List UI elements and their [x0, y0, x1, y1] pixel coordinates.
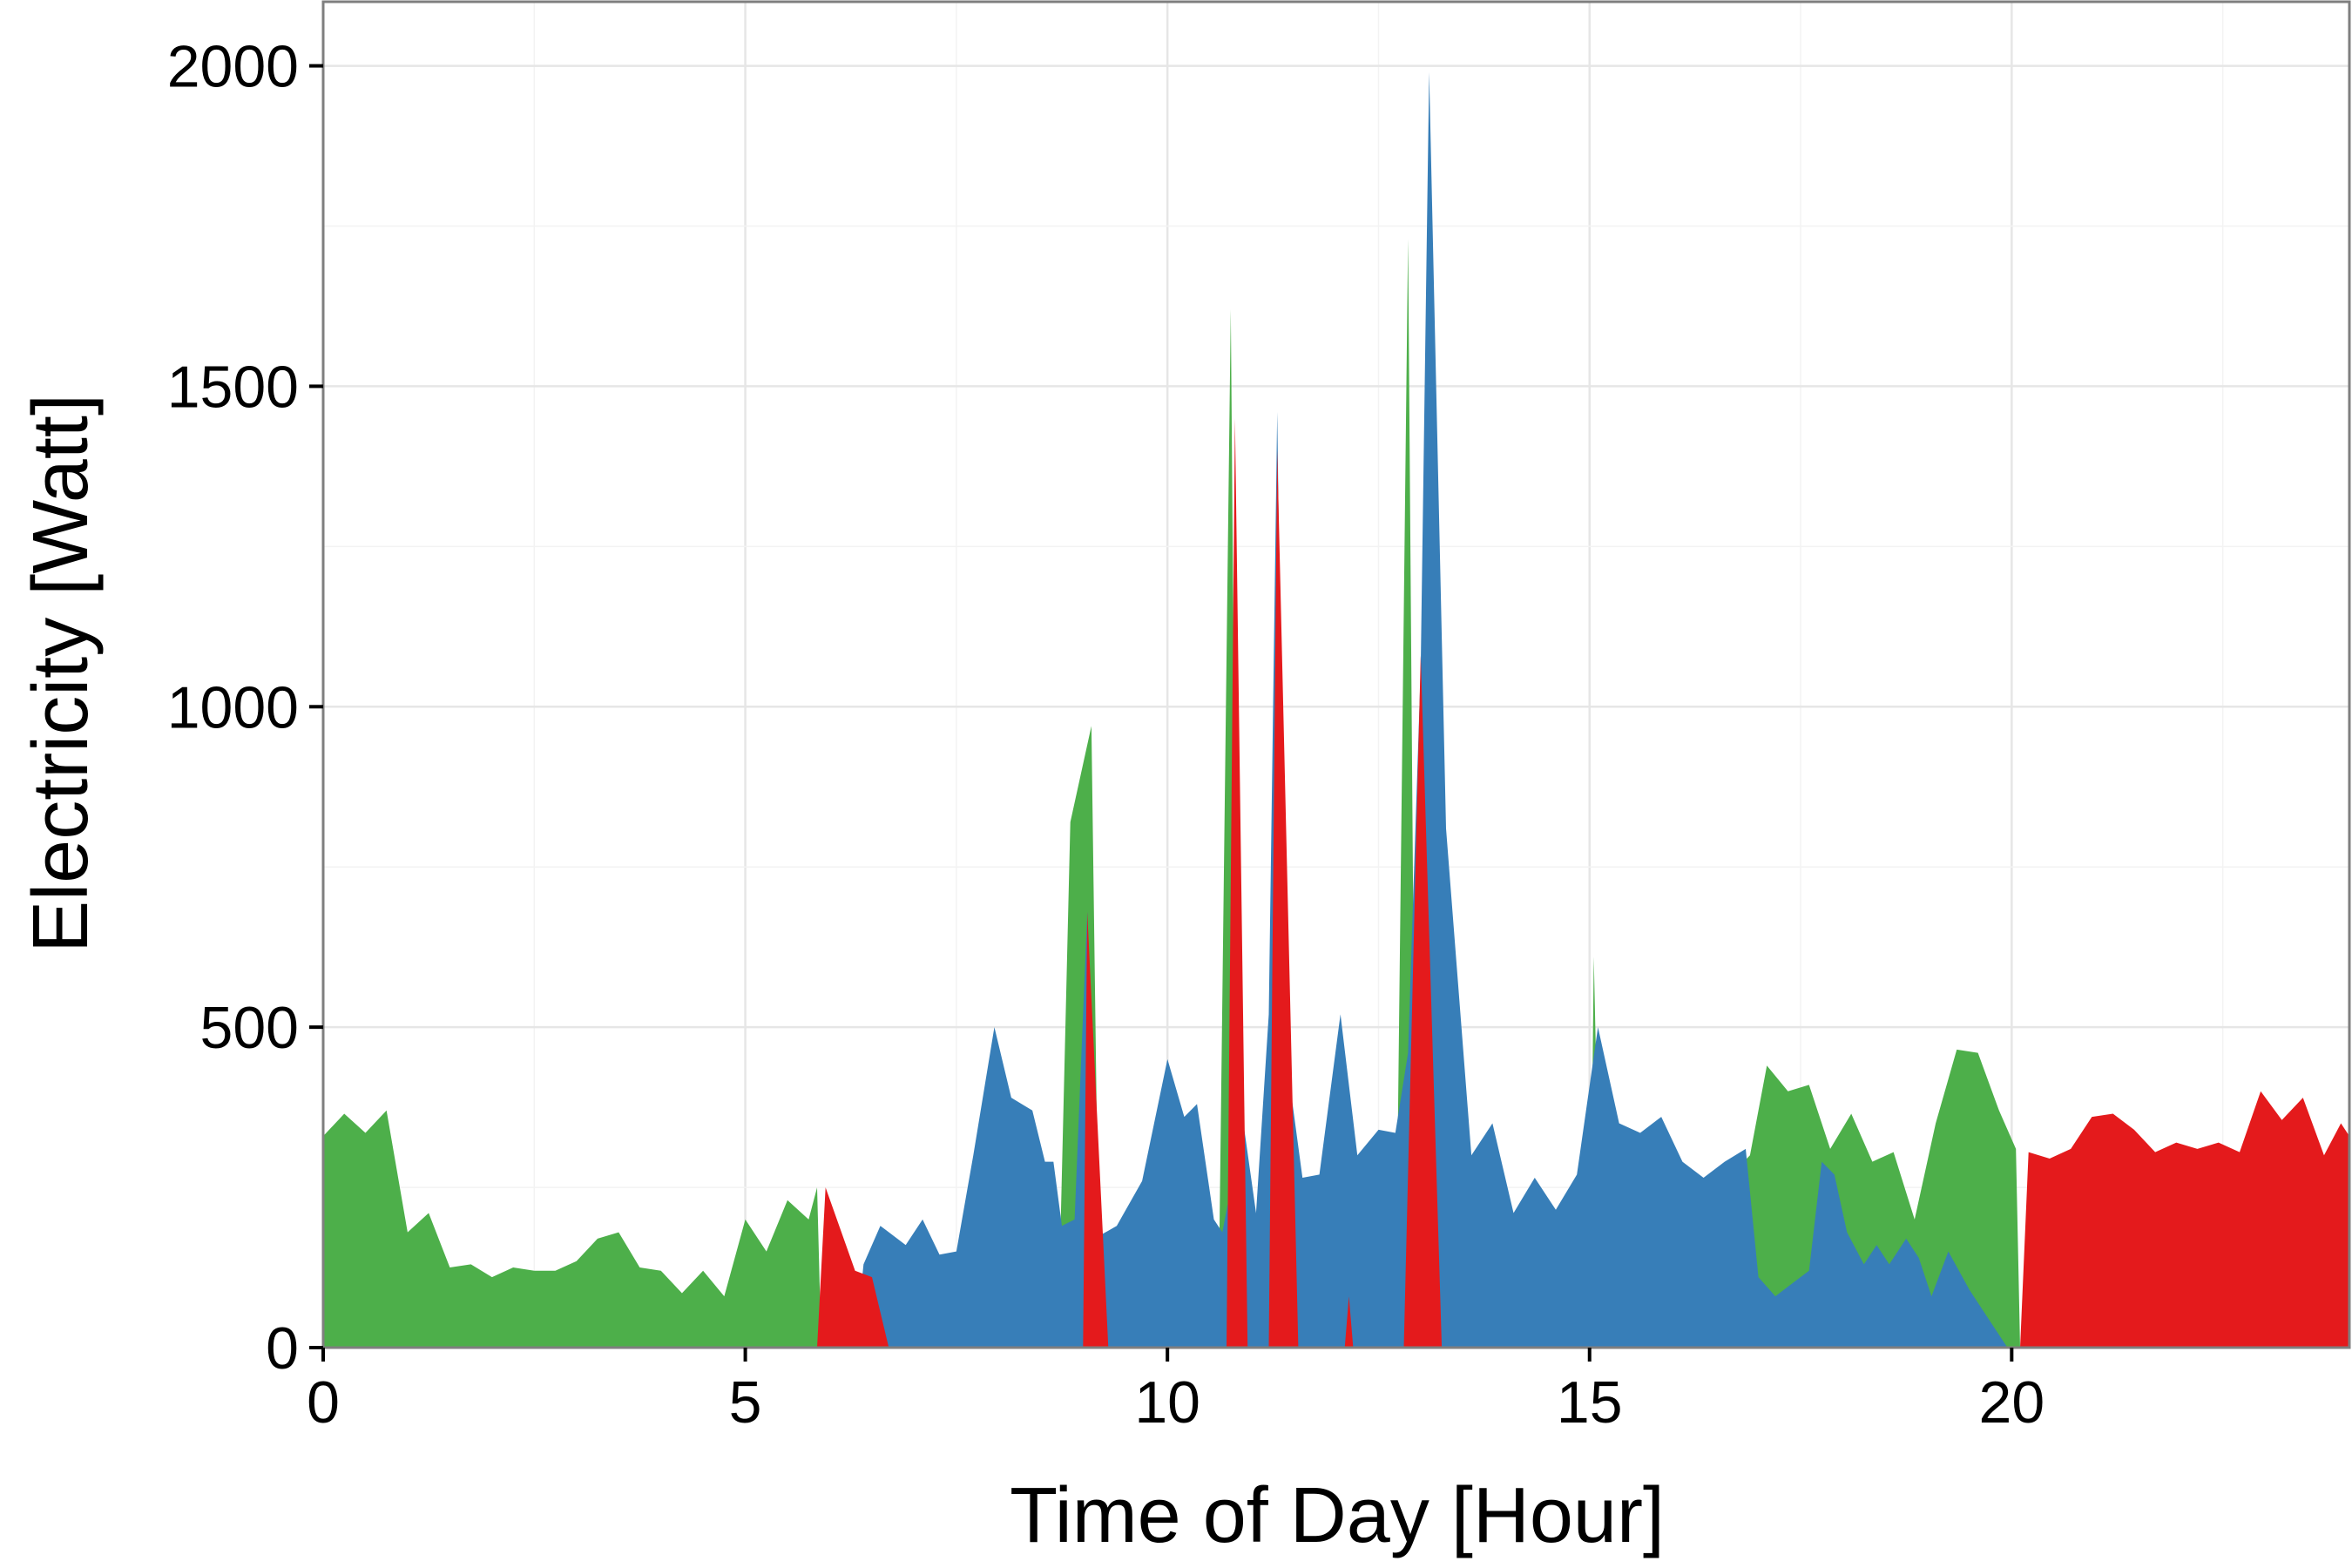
y-tick-label: 2000 — [167, 34, 299, 100]
x-axis: 0 5 10 15 20 — [307, 1348, 2044, 1436]
plot-panel-border — [321, 0, 2351, 1349]
x-tick-label: 10 — [1134, 1369, 1200, 1436]
area-series-2 — [323, 418, 2349, 1348]
x-tick-label: 5 — [729, 1369, 762, 1436]
y-tick-label: 1000 — [167, 674, 299, 740]
y-tick-label: 0 — [266, 1315, 299, 1382]
y-axis-title: Electricity [Watt] — [17, 394, 105, 953]
x-axis-title: Time of Day [Hour] — [1010, 1472, 1665, 1559]
area-layer — [323, 71, 2349, 1348]
y-tick-label: 500 — [200, 995, 299, 1061]
x-tick-label: 0 — [307, 1369, 340, 1436]
y-tick-label: 1500 — [167, 354, 299, 420]
y-axis: 0 500 1000 1500 2000 — [167, 34, 323, 1382]
x-tick-label: 20 — [1979, 1369, 2045, 1436]
area-series-1 — [323, 71, 2349, 1348]
x-tick-label: 15 — [1557, 1369, 1623, 1436]
